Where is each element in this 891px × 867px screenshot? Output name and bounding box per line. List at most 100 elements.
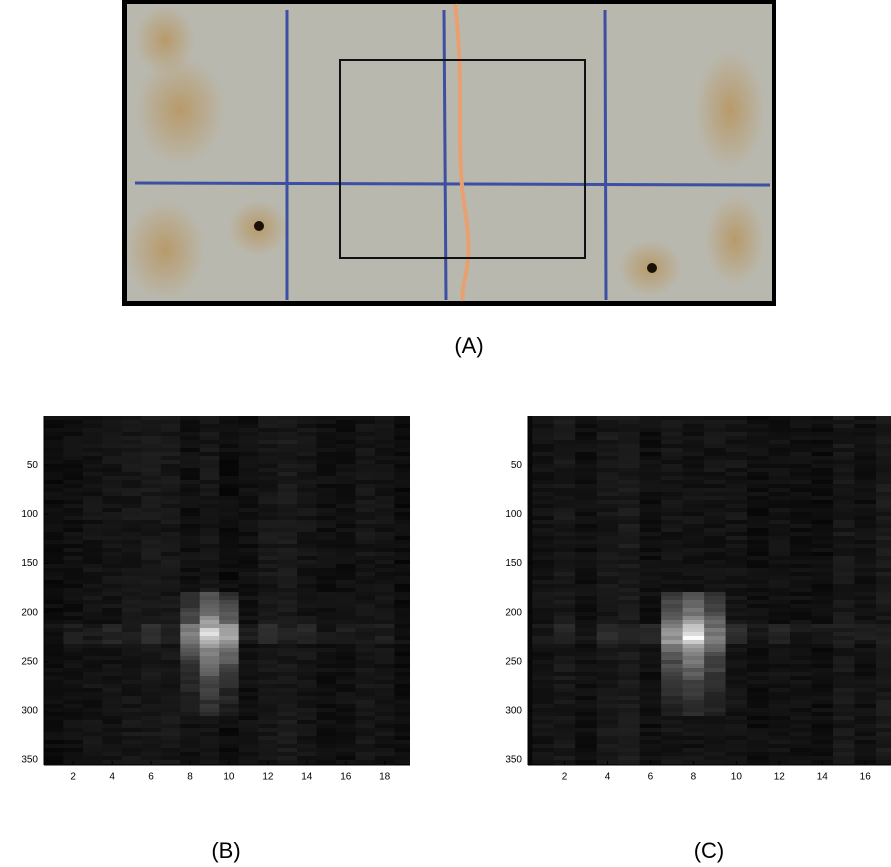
image-pixel xyxy=(200,512,220,516)
image-pixel xyxy=(554,488,576,492)
image-pixel xyxy=(394,736,414,740)
image-pixel xyxy=(83,584,103,588)
image-pixel xyxy=(683,568,705,572)
image-pixel xyxy=(769,456,791,460)
image-pixel xyxy=(876,712,891,716)
image-pixel xyxy=(161,560,181,564)
image-pixel xyxy=(532,416,554,420)
y-tick-label: 250 xyxy=(21,656,38,667)
image-pixel xyxy=(812,548,834,552)
image-pixel xyxy=(200,608,220,612)
image-pixel xyxy=(317,628,337,632)
image-pixel xyxy=(597,448,619,452)
image-pixel xyxy=(83,444,103,448)
image-pixel xyxy=(414,540,434,544)
image-pixel xyxy=(141,652,161,656)
image-pixel xyxy=(790,684,812,688)
image-pixel xyxy=(355,428,375,432)
image-pixel xyxy=(747,696,769,700)
image-pixel xyxy=(394,564,414,568)
image-pixel xyxy=(336,524,356,528)
image-pixel xyxy=(704,616,726,620)
image-pixel xyxy=(876,644,891,648)
image-pixel xyxy=(618,548,640,552)
image-pixel xyxy=(200,732,220,736)
image-pixel xyxy=(769,732,791,736)
image-pixel xyxy=(200,612,220,616)
image-pixel xyxy=(355,732,375,736)
image-pixel xyxy=(812,624,834,628)
image-pixel xyxy=(239,744,259,748)
image-pixel xyxy=(102,700,122,704)
image-pixel xyxy=(239,504,259,508)
image-pixel xyxy=(63,708,83,712)
image-pixel xyxy=(769,560,791,564)
image-pixel xyxy=(790,508,812,512)
image-pixel xyxy=(876,736,891,740)
image-pixel xyxy=(575,548,597,552)
image-pixel xyxy=(83,604,103,608)
image-pixel xyxy=(63,632,83,636)
image-pixel xyxy=(258,564,278,568)
image-pixel xyxy=(575,416,597,420)
image-pixel xyxy=(278,600,298,604)
image-pixel xyxy=(575,460,597,464)
image-pixel xyxy=(336,672,356,676)
image-pixel xyxy=(683,644,705,648)
image-pixel xyxy=(122,696,142,700)
image-pixel xyxy=(618,444,640,448)
image-pixel xyxy=(161,732,181,736)
image-pixel xyxy=(161,748,181,752)
image-pixel xyxy=(375,716,395,720)
x-tick-label: 12 xyxy=(262,772,274,783)
x-tick-label: 6 xyxy=(648,772,654,783)
image-pixel xyxy=(44,472,64,476)
image-pixel xyxy=(102,636,122,640)
image-pixel xyxy=(141,548,161,552)
image-pixel xyxy=(597,612,619,616)
image-pixel xyxy=(394,436,414,440)
image-pixel xyxy=(833,620,855,624)
image-pixel xyxy=(200,524,220,528)
image-pixel xyxy=(769,676,791,680)
image-pixel xyxy=(161,636,181,640)
image-pixel xyxy=(180,452,200,456)
image-pixel xyxy=(414,712,434,716)
image-pixel xyxy=(854,604,876,608)
image-pixel xyxy=(618,420,640,424)
image-pixel xyxy=(297,436,317,440)
image-pixel xyxy=(661,632,683,636)
image-pixel xyxy=(317,572,337,576)
image-pixel xyxy=(161,592,181,596)
image-pixel xyxy=(618,588,640,592)
image-pixel xyxy=(297,464,317,468)
image-pixel xyxy=(876,696,891,700)
image-pixel xyxy=(258,740,278,744)
image-pixel xyxy=(44,684,64,688)
image-pixel xyxy=(336,532,356,536)
image-pixel xyxy=(83,436,103,440)
image-pixel xyxy=(876,668,891,672)
image-pixel xyxy=(704,660,726,664)
image-pixel xyxy=(219,436,239,440)
image-pixel xyxy=(640,476,662,480)
image-pixel xyxy=(355,728,375,732)
image-pixel xyxy=(812,740,834,744)
image-pixel xyxy=(414,472,434,476)
image-pixel xyxy=(317,688,337,692)
image-pixel xyxy=(63,592,83,596)
image-pixel xyxy=(394,504,414,508)
image-pixel xyxy=(876,608,891,612)
image-pixel xyxy=(278,580,298,584)
image-pixel xyxy=(317,440,337,444)
image-pixel xyxy=(790,568,812,572)
image-pixel xyxy=(704,628,726,632)
image-pixel xyxy=(812,592,834,596)
image-pixel xyxy=(790,700,812,704)
image-pixel xyxy=(317,452,337,456)
image-pixel xyxy=(161,604,181,608)
image-pixel xyxy=(532,676,554,680)
image-pixel xyxy=(790,660,812,664)
image-pixel xyxy=(618,752,640,756)
image-pixel xyxy=(355,664,375,668)
